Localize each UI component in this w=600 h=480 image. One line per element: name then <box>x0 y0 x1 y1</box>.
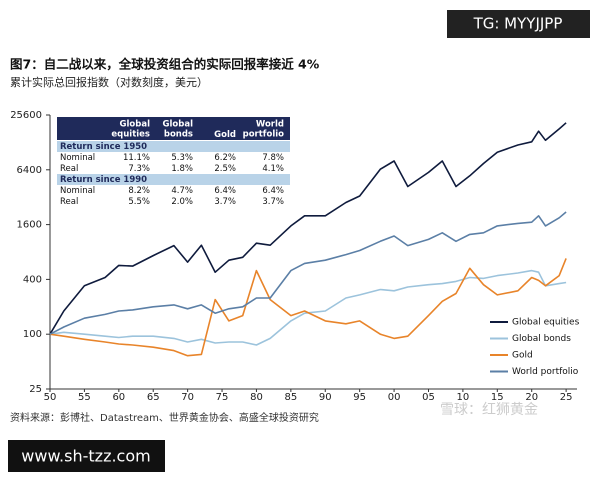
legend-label: World portfolio <box>512 367 579 377</box>
table-cell: 2.0% <box>171 197 193 207</box>
row-label: Real <box>60 197 78 207</box>
section-band <box>57 141 290 152</box>
x-tick-label: 00 <box>388 392 401 403</box>
x-tick-label: 50 <box>44 392 57 403</box>
x-tick-label: 95 <box>353 392 366 403</box>
table-cell: 3.7% <box>262 197 284 207</box>
x-tick-label: 25 <box>560 392 573 403</box>
y-tick-label: 1600 <box>17 220 42 231</box>
y-tick-label: 6400 <box>17 165 42 176</box>
x-tick-label: 15 <box>491 392 504 403</box>
x-tick-label: 60 <box>112 392 125 403</box>
legend-label: Global equities <box>512 318 580 328</box>
series-line <box>49 211 567 335</box>
badge-box <box>447 10 590 38</box>
section-title: Return since 1950 <box>60 142 147 152</box>
x-tick-label: 10 <box>457 392 470 403</box>
row-label: Real <box>60 164 78 174</box>
x-tick-label: 55 <box>78 392 91 403</box>
table-cell: 8.2% <box>128 186 150 196</box>
y-tick-label: 400 <box>23 274 42 285</box>
legend-label: Gold <box>512 351 533 361</box>
series-line <box>49 269 567 346</box>
table-cell: 5.5% <box>128 197 150 207</box>
table-cell: 6.2% <box>214 153 236 163</box>
x-tick-label: 65 <box>147 392 160 403</box>
table-cell: 7.8% <box>262 153 284 163</box>
chart-title: 图7：自二战以来，全球投资组合的实际回报率接近 4% <box>10 57 320 72</box>
table-header: Gold <box>214 130 236 140</box>
table-header: Global bonds <box>163 119 194 139</box>
x-tick-label: 85 <box>284 392 297 403</box>
y-tick-label: 25600 <box>10 110 42 121</box>
table-header: Global equities <box>111 119 150 139</box>
x-tick-label: 90 <box>319 392 332 403</box>
x-tick-label: 75 <box>216 392 229 403</box>
table-cell: 4.1% <box>262 164 284 174</box>
table-cell: 1.8% <box>171 164 193 174</box>
series-line <box>49 258 567 357</box>
x-tick-label: 20 <box>525 392 538 403</box>
table-cell: 6.4% <box>262 186 284 196</box>
x-tick-label: 05 <box>422 392 435 403</box>
table-cell: 6.4% <box>214 186 236 196</box>
x-tick-label: 70 <box>181 392 194 403</box>
summary-table: Global equities Global bonds Gold World portfo… <box>57 117 290 213</box>
y-tick-label: 25 <box>29 384 42 395</box>
row-label: Nominal <box>60 186 95 196</box>
website-box <box>8 440 165 472</box>
watermark: 雪球：红狮黄金 <box>440 401 538 418</box>
table-cell: 7.3% <box>128 164 150 174</box>
series-line <box>49 122 567 335</box>
table-header-bg <box>57 117 290 140</box>
x-tick-label: 80 <box>250 392 263 403</box>
badge: TG: MYYJJPP <box>473 15 563 33</box>
table-header: World portfolio <box>243 119 285 139</box>
website: www.sh-tzz.com <box>21 447 150 466</box>
table-cell: 2.5% <box>214 164 236 174</box>
y-tick-label: 100 <box>23 329 42 340</box>
table-cell: 3.7% <box>214 197 236 207</box>
row-label: Nominal <box>60 153 95 163</box>
section-band <box>57 174 290 185</box>
table-cell: 5.3% <box>171 153 193 163</box>
source: 资料来源：彭博社、Datastream、世界黄金协会、高盛全球投资研究 <box>10 411 319 424</box>
section-title: Return since 1990 <box>60 175 147 185</box>
table-cell: 11.1% <box>123 153 150 163</box>
table-cell: 4.7% <box>171 186 193 196</box>
legend-label: Global bonds <box>512 334 571 344</box>
chart-subtitle: 累计实际总回报指数（对数刻度，美元） <box>10 75 208 89</box>
